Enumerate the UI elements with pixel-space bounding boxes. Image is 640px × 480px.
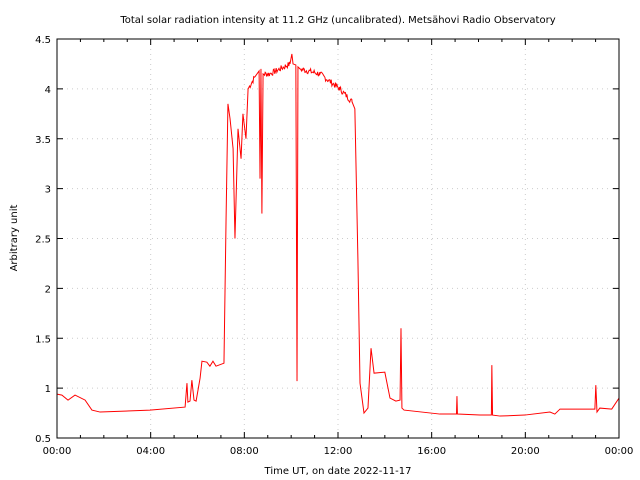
data-series [56, 53, 620, 417]
x-tick-label: 16:00 [417, 446, 446, 457]
y-tick-label: 4 [45, 85, 51, 96]
y-tick-label: 3.5 [35, 135, 51, 146]
series-line [56, 53, 620, 417]
y-axis-label: Arbitrary unit [9, 205, 20, 272]
axis-ticks: 00:00 04:00 08:00 12:00 16:00 20:00 00:000.511… [35, 35, 633, 457]
chart-title: Total solar radiation intensity at 11.2 … [119, 15, 555, 26]
y-tick-label: 2 [45, 284, 51, 295]
x-axis-label: Time UT, on date 2022-11-17 [264, 466, 412, 477]
x-tick-label: 20:00 [511, 446, 540, 457]
y-tick-label: 1 [45, 384, 51, 395]
y-tick-label: 1.5 [35, 334, 51, 345]
x-tick-label: 08:00 [230, 446, 259, 457]
x-tick-label: 00:00 [605, 446, 634, 457]
y-tick-label: 0.5 [35, 434, 51, 445]
y-tick-label: 4.5 [35, 35, 51, 46]
x-tick-label: 00:00 [43, 446, 72, 457]
x-tick-label: 04:00 [136, 446, 165, 457]
y-tick-label: 2.5 [35, 235, 51, 246]
y-tick-label: 3 [45, 185, 51, 196]
x-tick-label: 12:00 [324, 446, 353, 457]
grid [57, 39, 619, 438]
